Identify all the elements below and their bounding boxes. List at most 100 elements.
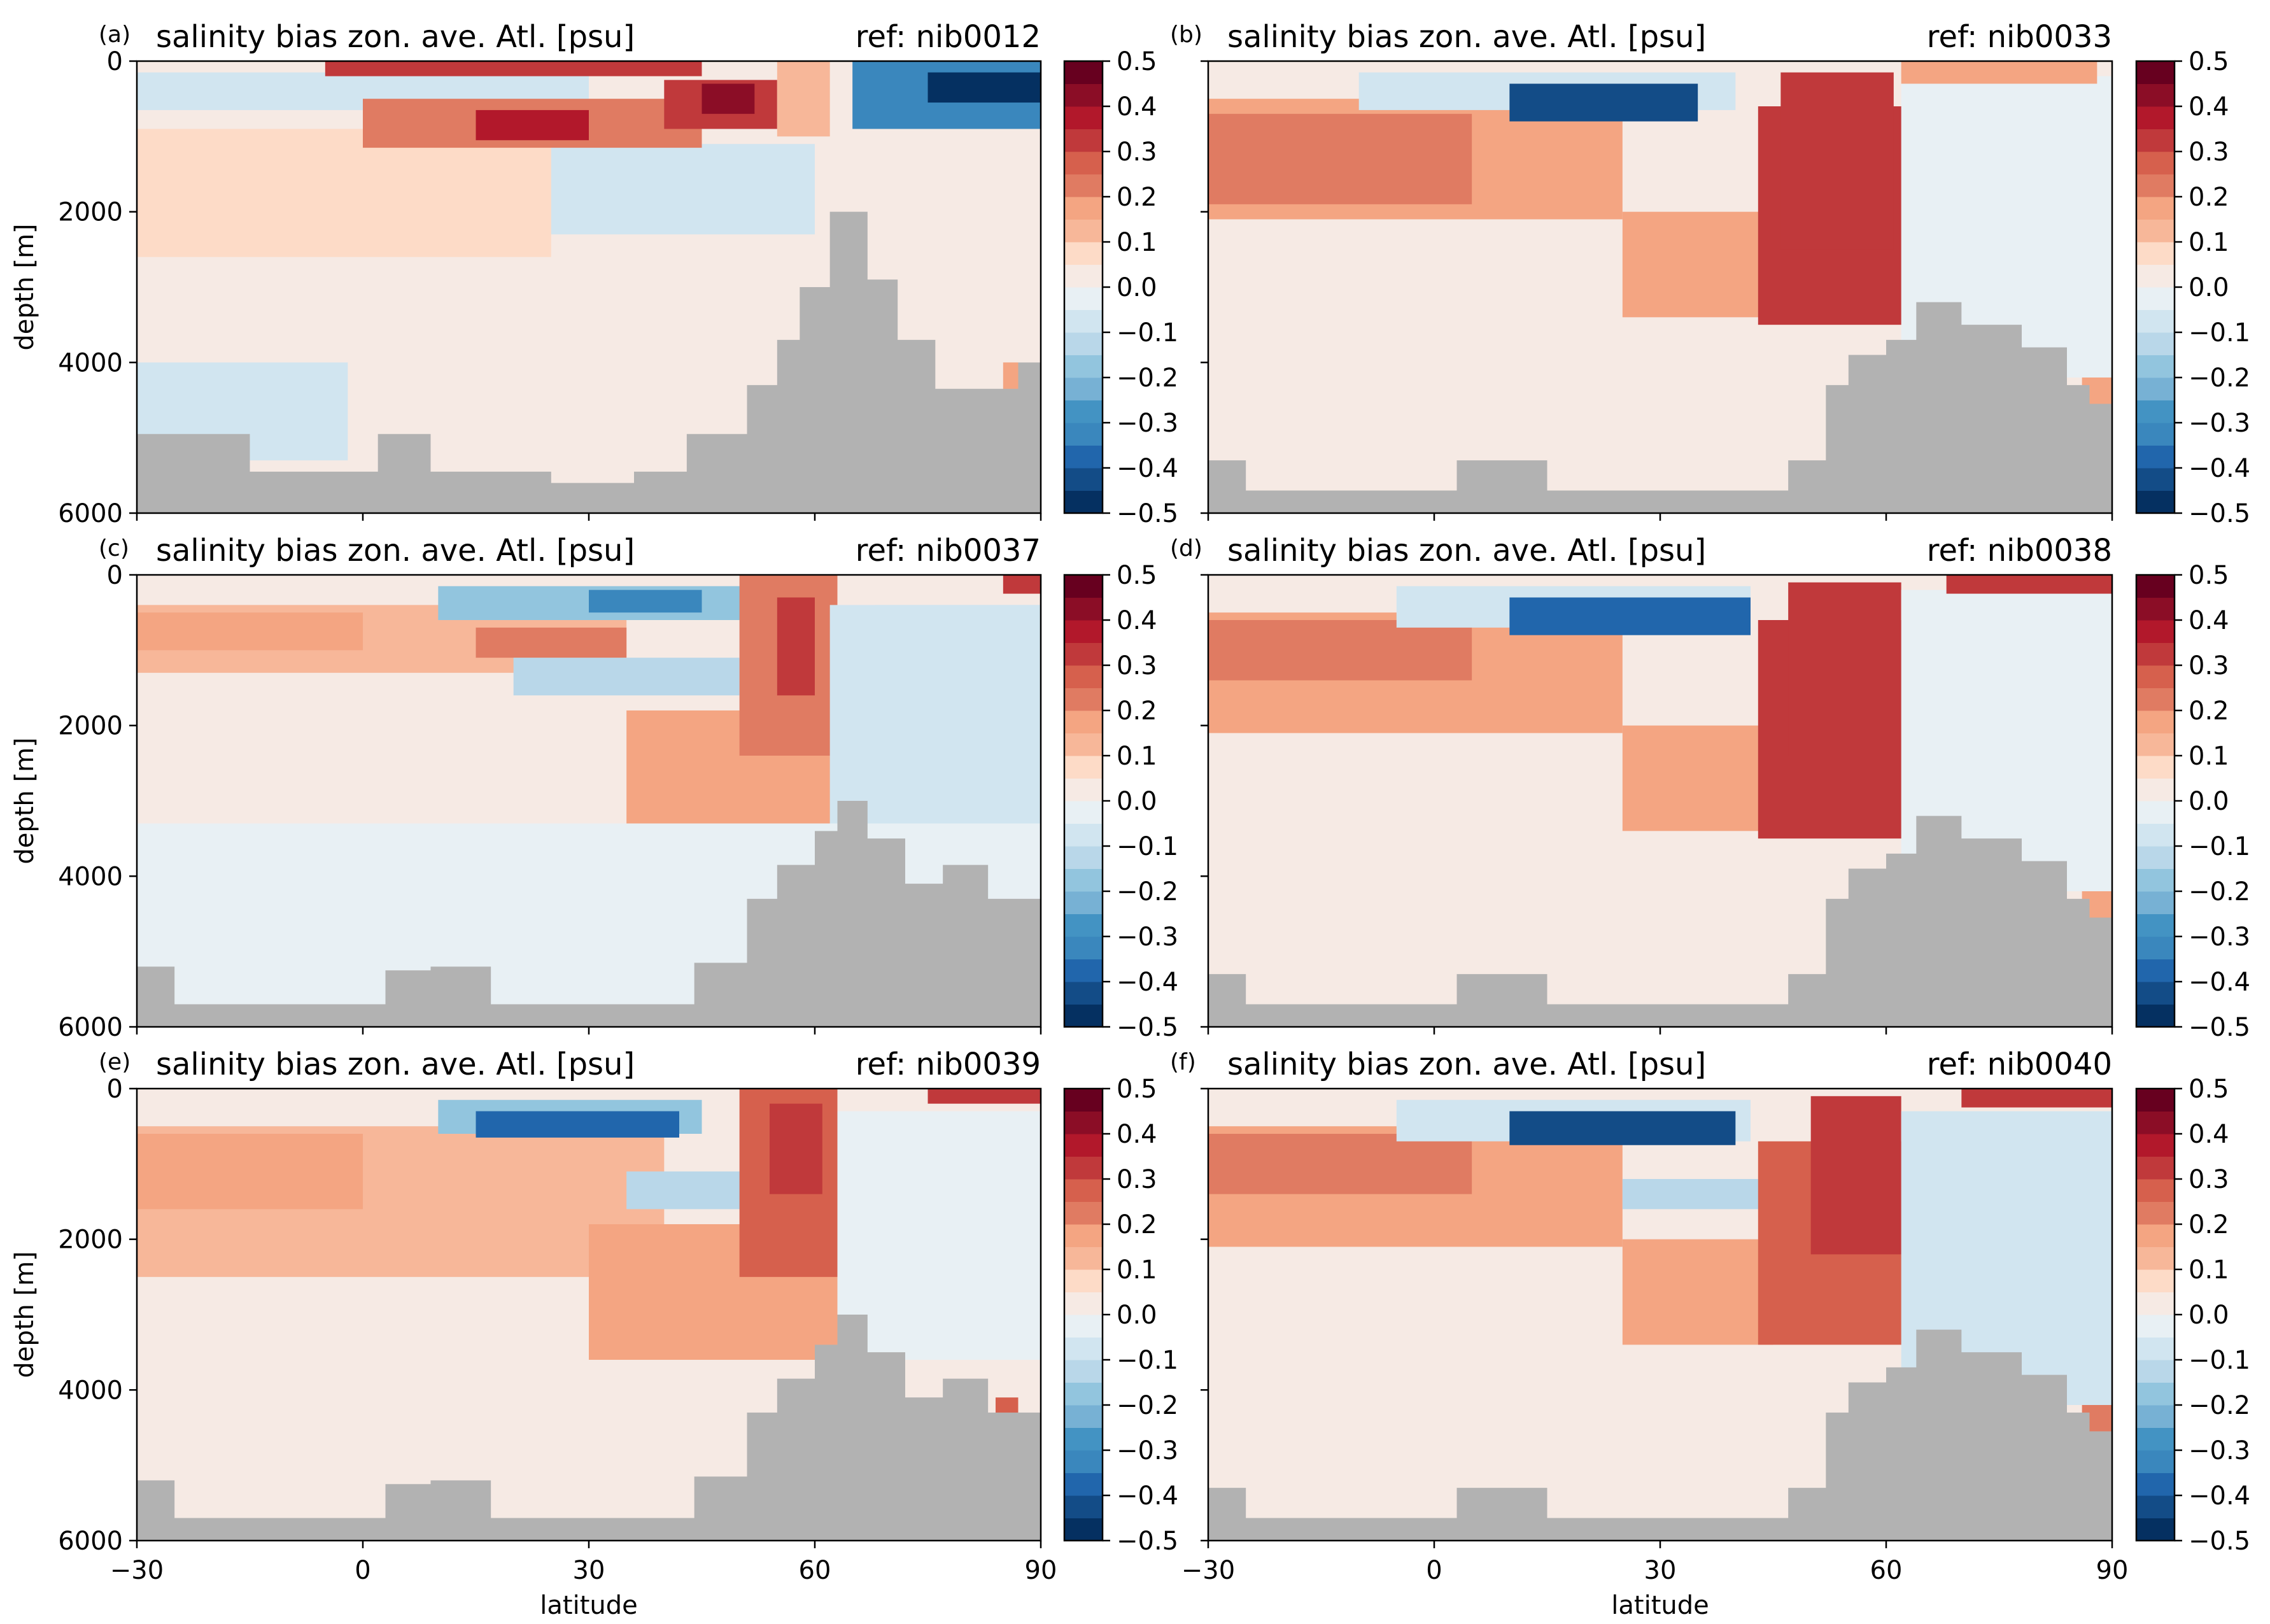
colorbar-tick-label: 0.5 [1117,561,1157,590]
colorbar-segment [1064,891,1103,914]
colorbar-segment [1064,400,1103,423]
bias-cell [1622,1179,1773,1210]
colorbar-segment [2136,1495,2175,1518]
colorbar-segment [1064,620,1103,643]
colorbar-segment [1064,868,1103,892]
colorbar-segment [1064,355,1103,378]
colorbar-tick-label: 0.2 [1117,183,1157,212]
colorbar-segment [2136,264,2175,288]
colorbar-segment [1064,733,1103,756]
y-axis-label: depth [m] [10,737,39,864]
colorbar-tick-label: 0.2 [2189,1210,2229,1239]
colorbar-segment [2136,778,2175,801]
colorbar-segment [2136,1450,2175,1473]
colorbar-tick-label: −0.3 [1117,1436,1178,1465]
colorbar-segment [2136,61,2175,84]
colorbar-segment [2136,174,2175,197]
panel-f: −30 0 30 60 90 latitude (f) salinity bias zon. … [1170,1047,2250,1620]
colorbar: 0.5 0.4 0.3 0.2 0.1 0.0 −0.1 −0.2 −0.3 −0.4 −0.5 [2135,47,2250,528]
colorbar-segment [2136,1360,2175,1383]
colorbar-segment [1064,688,1103,711]
colorbar-tick-label: 0.4 [2189,606,2229,635]
bathymetry-mask [1208,302,2112,513]
colorbar: 0.5 0.4 0.3 0.2 0.1 0.0 −0.1 −0.2 −0.3 −0.4 −0.5 [1063,1075,1178,1556]
colorbar-segment [1064,1427,1103,1451]
colorbar-segment [1064,242,1103,265]
colorbar-tick-label: 0.2 [1117,696,1157,726]
panel-ref: ref: nib0012 [856,19,1041,55]
bathymetry-mask [1208,816,2112,1027]
colorbar-segment [1064,309,1103,333]
colorbar-tick-label: −0.5 [2189,499,2250,528]
colorbar-segment [1064,1450,1103,1473]
colorbar-segment [1064,1004,1103,1027]
colorbar-tick-label: −0.2 [1117,877,1178,907]
x-tick-label: 90 [2096,1556,2129,1585]
panel-title: salinity bias zon. ave. Atl. [psu] [156,19,635,55]
colorbar-tick-label: 0.5 [2189,47,2229,76]
colorbar-segment [2136,1111,2175,1134]
colorbar-tick-label: −0.4 [2189,1481,2250,1511]
colorbar-tick-label: 0.4 [1117,1120,1157,1149]
colorbar-segment [1064,1360,1103,1383]
colorbar-segment [2136,575,2175,598]
colorbar-segment [2136,846,2175,869]
colorbar-segment [2136,1004,2175,1027]
colorbar-segment [2136,197,2175,220]
bias-cell [1509,1111,1736,1145]
y-tick-label: 0 [107,1075,123,1104]
colorbar-tick-label: 0.1 [2189,742,2229,771]
y-tick-label: 2000 [58,1225,123,1255]
colorbar-segment [1064,378,1103,400]
colorbar-segment [2136,710,2175,733]
colorbar-segment [2136,1224,2175,1247]
x-tick-label: 0 [1426,1556,1442,1585]
colorbar-segment [2136,219,2175,243]
colorbar-segment [1064,1495,1103,1518]
colorbar-segment [1064,61,1103,84]
colorbar-tick-label: −0.2 [2189,1391,2250,1420]
bias-cell [1622,725,1773,831]
y-tick-label: 0 [107,561,123,590]
colorbar-segment [2136,1518,2175,1541]
colorbar-tick-label: 0.4 [1117,92,1157,122]
panel-b: (b) salinity bias zon. ave. Atl. [psu] ref… [1170,19,2250,528]
x-tick-label: 30 [1644,1556,1677,1585]
bias-cell [927,72,1041,103]
panel-title: salinity bias zon. ave. Atl. [psu] [1227,1047,1706,1082]
colorbar-segment [1064,846,1103,869]
bias-cell [1961,1089,2112,1108]
bias-cell [1509,83,1698,122]
colorbar-segment [2136,597,2175,621]
panel-ref: ref: nib0033 [1927,19,2112,55]
colorbar-segment [1064,665,1103,688]
colorbar-segment [2136,733,2175,756]
colorbar-segment [2136,868,2175,892]
colorbar-tick-label: 0.3 [1117,138,1157,167]
y-tick-label: 2000 [58,198,123,227]
colorbar-tick-label: 0.3 [2189,651,2229,681]
colorbar-segment [1064,642,1103,666]
colorbar-tick-label: 0.1 [2189,228,2229,257]
colorbar: 0.5 0.4 0.3 0.2 0.1 0.0 −0.1 −0.2 −0.3 −0.4 −0.5 [2135,1075,2250,1556]
bias-cell [770,1103,822,1194]
colorbar-segment [2136,642,2175,666]
bias-cell [1208,1134,1472,1194]
colorbar-tick-label: 0.1 [1117,742,1157,771]
colorbar-segment [2136,665,2175,688]
panel-ref: ref: nib0037 [856,533,1041,568]
colorbar-segment [1064,152,1103,174]
colorbar-segment [2136,1156,2175,1180]
bias-cell [325,61,702,76]
colorbar-segment [2136,83,2175,107]
colorbar-tick-label: 0.0 [2189,787,2229,816]
colorbar-tick-label: −0.1 [1117,318,1178,348]
colorbar-tick-label: −0.3 [2189,922,2250,952]
colorbar-tick-label: 0.2 [2189,696,2229,726]
salinity-field [137,61,1041,513]
colorbar-segment [1064,1089,1103,1112]
panel-c: 0 2000 4000 6000 depth [m] (c) salinity bias z… [10,533,1178,1042]
y-tick-label: 6000 [58,499,123,528]
colorbar-tick-label: 0.4 [1117,606,1157,635]
x-tick-label: 60 [799,1556,831,1585]
